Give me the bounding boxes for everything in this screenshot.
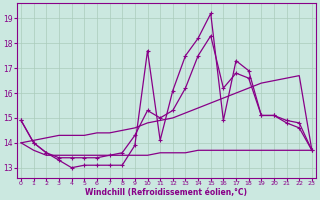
X-axis label: Windchill (Refroidissement éolien,°C): Windchill (Refroidissement éolien,°C) bbox=[85, 188, 247, 197]
